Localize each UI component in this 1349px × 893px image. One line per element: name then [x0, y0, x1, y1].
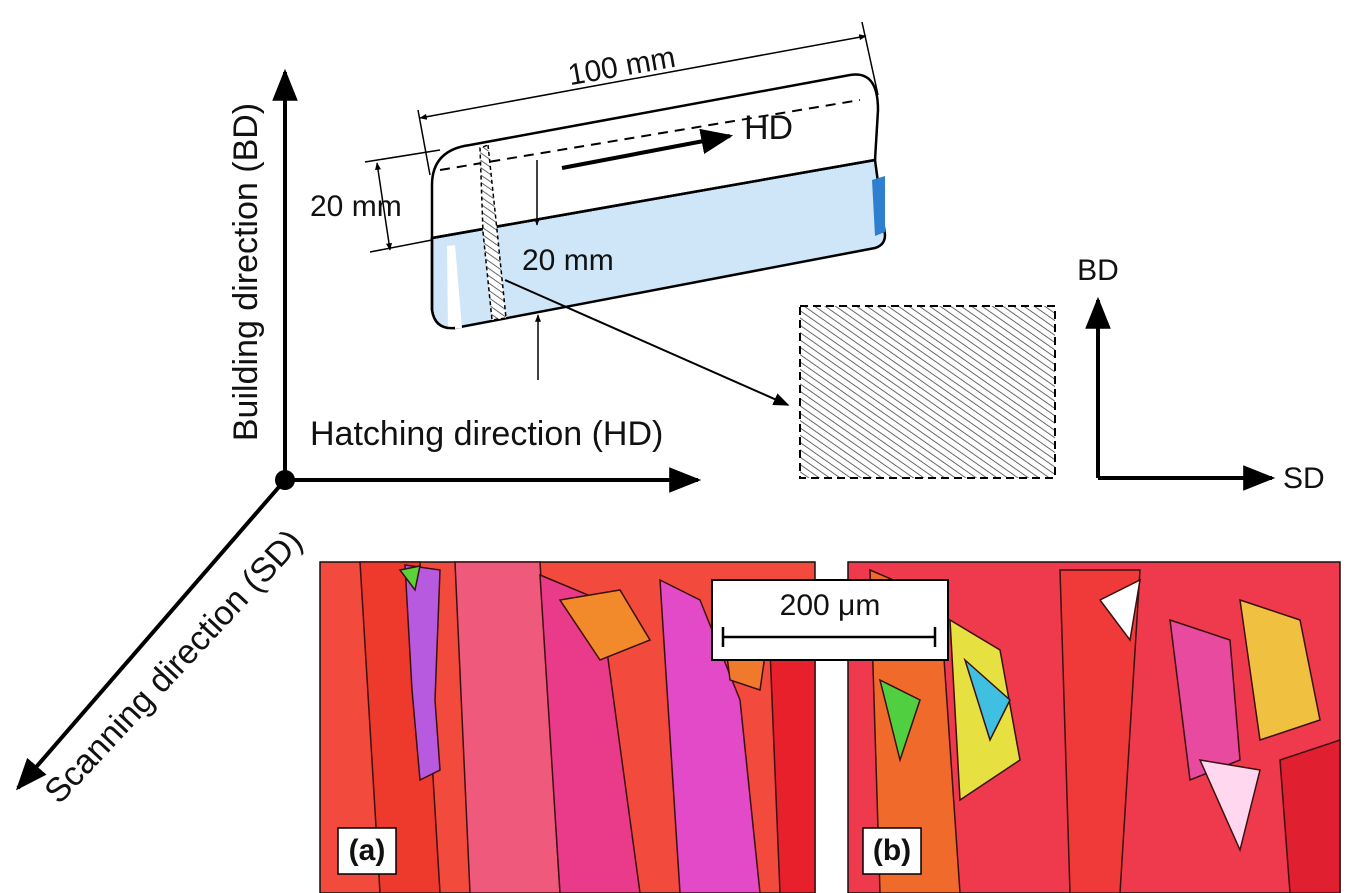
axis-label: Scanning direction (SD) [37, 522, 310, 811]
cross-section [800, 306, 1055, 478]
axis-label: Hatching direction (HD) [310, 415, 663, 453]
block [432, 74, 885, 330]
section-label: SD [1283, 462, 1325, 495]
figure: Building direction (BD) Hatching directi… [0, 0, 1349, 893]
dimension-label: 100 mm [565, 41, 677, 92]
panel-label: (b) [873, 834, 911, 867]
scale-label: 200 μm [780, 589, 881, 622]
section-label: BD [1077, 254, 1119, 287]
panel-label: (a) [349, 834, 386, 867]
dimension-label: 20 mm [522, 244, 614, 277]
direction-label: HD [744, 109, 793, 147]
dimension-label: 20 mm [310, 190, 402, 223]
axis-label: Building direction (BD) [227, 103, 265, 441]
